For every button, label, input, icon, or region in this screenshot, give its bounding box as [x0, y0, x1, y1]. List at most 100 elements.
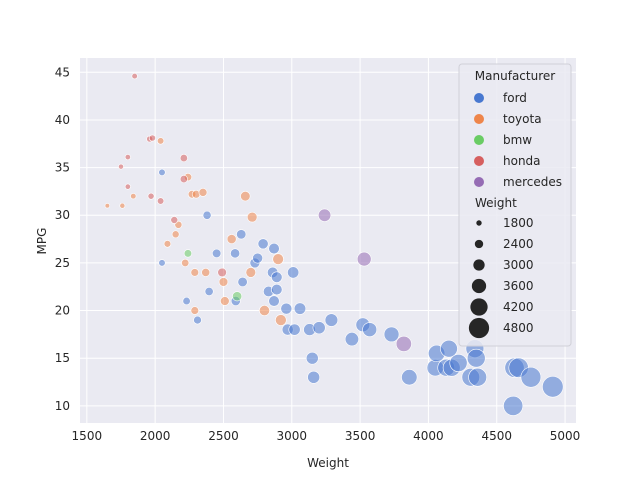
legend-marker-mercedes [474, 177, 484, 187]
legend-hue-title: Manufacturer [475, 69, 555, 83]
point-ford [383, 326, 400, 343]
legend-marker-ford [474, 93, 484, 103]
legend-label-toyota: toyota [503, 112, 542, 126]
point-toyota [245, 267, 257, 278]
point-ford [271, 271, 283, 283]
point-ford [252, 252, 263, 264]
point-mercedes [395, 335, 412, 352]
x-tick-label: 2000 [140, 429, 171, 443]
y-tick-label: 25 [55, 256, 70, 270]
x-tick-label: 5000 [550, 429, 581, 443]
point-toyota [198, 188, 208, 197]
point-ford [312, 321, 326, 335]
point-ford [362, 322, 378, 337]
point-ford [236, 229, 247, 240]
point-ford [344, 332, 359, 347]
point-ford [466, 348, 486, 368]
data-points [104, 72, 564, 416]
legend-label-bmw: bmw [503, 133, 532, 147]
legend-size-label: 3600 [503, 279, 534, 293]
x-tick-label: 4500 [481, 429, 512, 443]
legend-size-title: Weight [475, 196, 517, 210]
y-tick-label: 20 [55, 304, 70, 318]
point-ford [271, 283, 283, 296]
point-honda [157, 197, 165, 205]
legend-size-label: 4800 [503, 321, 534, 335]
point-ford [287, 266, 300, 279]
point-toyota [240, 191, 251, 202]
y-axis-label: MPG [35, 228, 49, 255]
point-ford [193, 315, 202, 325]
legend-label-mercedes: mercedes [503, 175, 562, 189]
y-tick-label: 10 [55, 399, 70, 413]
point-ford [503, 395, 524, 416]
point-mercedes [318, 208, 332, 222]
point-ford [401, 369, 418, 386]
legend-hue-entries: ford toyota bmw honda mercedes [474, 91, 562, 189]
legend-size-marker [474, 239, 484, 249]
point-ford [237, 276, 248, 288]
x-axis-label: Weight [307, 456, 349, 470]
point-ford [468, 367, 487, 387]
legend-size-marker [470, 298, 488, 316]
point-honda [179, 175, 188, 184]
point-honda [179, 154, 188, 163]
point-toyota [218, 277, 229, 287]
point-toyota [220, 296, 230, 306]
point-toyota [246, 211, 258, 223]
point-ford [268, 295, 280, 307]
point-toyota [201, 268, 211, 277]
legend-box [458, 63, 572, 347]
point-ford [440, 339, 458, 358]
legend-size-marker [471, 278, 487, 294]
y-tick-label: 35 [55, 161, 70, 175]
point-toyota [104, 203, 110, 209]
y-tick-label: 30 [55, 208, 70, 222]
point-toyota [130, 193, 137, 200]
point-ford [293, 302, 307, 315]
y-tick-label: 45 [55, 65, 70, 79]
point-ford [288, 323, 301, 336]
legend-size-label: 1800 [503, 216, 534, 230]
legend-size-marker [476, 220, 482, 226]
point-toyota [258, 305, 270, 317]
legend-size-marker [468, 317, 490, 339]
point-ford [182, 296, 191, 306]
point-ford [542, 376, 564, 398]
point-ford [280, 302, 293, 315]
x-tick-label: 3500 [345, 429, 376, 443]
legend-label-honda: honda [503, 154, 541, 168]
point-honda [118, 163, 124, 170]
x-tick-label: 4000 [413, 429, 444, 443]
legend-size-marker [473, 259, 485, 271]
legend-marker-bmw [474, 135, 484, 145]
point-honda [170, 216, 179, 224]
point-toyota [275, 314, 287, 326]
point-toyota [226, 234, 237, 244]
point-ford [324, 313, 339, 327]
legend-size-label: 3000 [503, 258, 534, 272]
point-toyota [157, 137, 165, 145]
point-toyota [163, 240, 172, 248]
point-toyota [272, 253, 284, 265]
point-ford [158, 259, 166, 267]
legend-size-label: 4200 [503, 300, 534, 314]
point-ford [230, 248, 241, 259]
point-ford [268, 242, 280, 255]
point-mercedes [356, 251, 372, 267]
x-tick-label: 2500 [208, 429, 239, 443]
point-ford [257, 238, 269, 250]
point-ford [305, 351, 319, 365]
point-ford [158, 168, 166, 176]
y-tick-label: 40 [55, 113, 70, 127]
point-ford [307, 370, 321, 384]
point-honda [131, 72, 138, 80]
point-toyota [119, 202, 126, 209]
point-toyota [171, 230, 180, 239]
tick-labels: 1500 2000 2500 3000 3500 4000 4500 5000 10 15 20 25… [55, 65, 581, 443]
legend-size-label: 2400 [503, 237, 534, 251]
legend: Manufacturer fordtoyotabmwhondamercedes … [458, 63, 572, 347]
point-bmw [232, 291, 243, 302]
point-bmw [183, 249, 193, 258]
point-ford [449, 353, 468, 372]
